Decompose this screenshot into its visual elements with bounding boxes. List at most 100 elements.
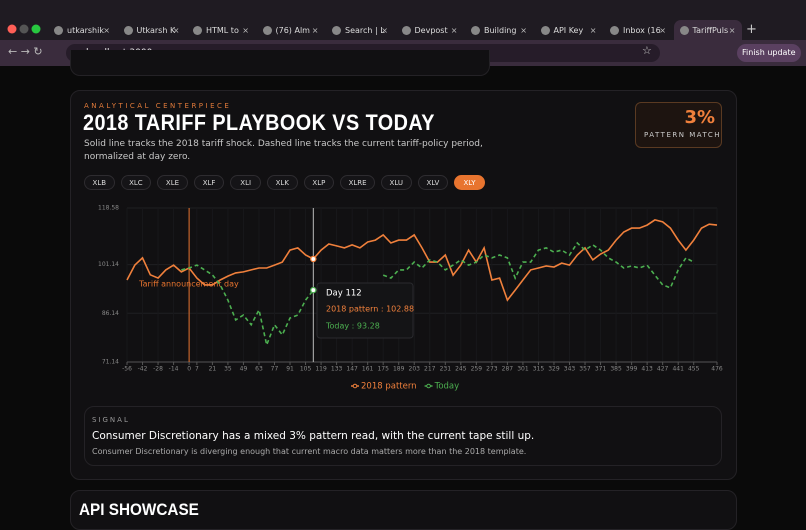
hover-point	[310, 255, 317, 263]
tab[interactable]: Inbox (16 ×	[604, 20, 672, 40]
sector-pill[interactable]: XLF	[193, 175, 225, 190]
series-line	[126, 219, 718, 302]
x-tick-label: -56	[122, 366, 132, 373]
x-tick-label: 133	[331, 366, 343, 373]
y-tick-label: 118.58	[98, 205, 119, 212]
legend-label: 2018 pattern	[361, 382, 417, 392]
x-tick-label: 413	[641, 366, 653, 373]
previous-card	[70, 50, 490, 76]
signal-box	[84, 406, 722, 466]
x-tick-label: 329	[548, 366, 560, 373]
x-tick-label: 399	[626, 366, 638, 373]
tab[interactable]: Search | L ×	[326, 20, 394, 40]
card-title: 2018 TARIFF PLAYBOOK VS TODAY	[83, 110, 435, 135]
hover-point	[310, 286, 317, 294]
x-tick-label: 77	[271, 366, 279, 373]
x-tick-label: 287	[502, 366, 514, 373]
tab[interactable]: Devpost ×	[396, 20, 464, 40]
tab[interactable]: Utkarsh K ×	[118, 20, 186, 40]
signal-detail: Consumer Discretionary is diverging enou…	[92, 447, 527, 456]
section-title: API SHOWCASE	[79, 500, 199, 519]
x-tick-label: 203	[409, 366, 421, 373]
tab-title: Utkarsh K	[136, 25, 176, 35]
signal-label: SIGNAL	[92, 416, 130, 424]
x-tick-label: 0	[187, 366, 191, 373]
x-tick-label: 217	[424, 366, 436, 373]
sector-pill[interactable]: XLU	[381, 175, 412, 190]
card-description: Solid line tracks the 2018 tariff shock.…	[84, 139, 483, 162]
tab-title: Devpost	[414, 25, 448, 35]
sector-pill[interactable]: XLK	[267, 175, 298, 190]
legend-label: Today	[434, 382, 460, 392]
x-tick-label: 476	[711, 366, 723, 373]
tooltip-line: Today : 93.28	[325, 322, 380, 331]
x-tick-label: 49	[240, 366, 248, 373]
x-tick-label: 315	[533, 366, 545, 373]
tab[interactable]: Building ×	[465, 20, 533, 40]
sector-pill[interactable]: XLV	[417, 175, 449, 190]
x-tick-label: 91	[286, 366, 294, 373]
sector-pill[interactable]: XLP	[303, 175, 335, 190]
sector-pill[interactable]: XLB	[84, 175, 115, 190]
x-tick-label: 189	[393, 366, 405, 373]
y-tick-label: 101.14	[98, 261, 119, 268]
tab[interactable]: TariffPuls ×	[673, 20, 742, 40]
x-tick-label: 427	[657, 366, 669, 373]
annotation-label: Tariff announcement day	[138, 280, 239, 289]
x-tick-label: 119	[315, 366, 327, 373]
tab[interactable]: utkarshik ×	[48, 20, 116, 40]
eyebrow: ANALYTICAL CENTERPIECE	[84, 102, 232, 110]
x-tick-label: 455	[688, 366, 700, 373]
x-tick-label: 35	[224, 366, 232, 373]
tooltip-line: 2018 pattern : 102.88	[326, 305, 414, 314]
tab[interactable]: API Key ×	[535, 20, 603, 40]
x-tick-label: 63	[255, 366, 263, 373]
tooltip	[316, 282, 414, 339]
legend-dot	[352, 383, 358, 389]
y-tick-label: 71.14	[102, 359, 119, 366]
tooltip-title: Day 112	[326, 289, 362, 299]
x-tick-label: -28	[153, 366, 163, 373]
sector-pill[interactable]: XLY	[454, 175, 485, 190]
y-tick-label: 86.14	[102, 310, 119, 317]
sector-pill[interactable]: XLI	[230, 175, 261, 190]
update-button[interactable]: Finish update	[737, 44, 801, 62]
x-tick-label: 273	[486, 366, 498, 373]
tab[interactable]: (76) Alm ×	[257, 20, 325, 40]
tab-title: utkarshik	[67, 25, 104, 35]
x-tick-label: 21	[209, 366, 217, 373]
x-tick-label: 385	[610, 366, 622, 373]
tab-title: (76) Alm	[275, 25, 310, 35]
nav-buttons[interactable]: ← → ↻	[8, 45, 43, 58]
x-tick-label: 259	[471, 366, 483, 373]
new-tab[interactable]: +	[746, 22, 757, 37]
window-controls	[7, 24, 41, 34]
sector-pill[interactable]: XLE	[157, 175, 188, 190]
tab-title: Inbox (16	[623, 25, 661, 35]
badge	[635, 102, 722, 148]
tab-title: HTML to	[206, 25, 239, 35]
sector-pill[interactable]: XLRE	[340, 175, 375, 190]
badge-value: 3%	[684, 107, 715, 128]
x-tick-label: -42	[138, 366, 148, 373]
signal-headline: Consumer Discretionary has a mixed 3% pa…	[92, 430, 535, 442]
x-tick-label: 175	[377, 366, 389, 373]
bookmark[interactable]: ☆	[642, 44, 652, 57]
tab-title: API Key	[553, 25, 584, 35]
x-tick-label: 245	[455, 366, 467, 373]
x-tick-label: 147	[346, 366, 358, 373]
sector-pill[interactable]: XLC	[120, 175, 152, 190]
legend-dot	[426, 383, 431, 389]
x-tick-label: 441	[672, 366, 684, 373]
x-tick-label: 231	[440, 366, 452, 373]
tab[interactable]: HTML to ×	[187, 20, 255, 40]
x-tick-label: 371	[595, 366, 607, 373]
tab-bar: utkarshik × Utkarsh K × HTML to × (76) Alm × Sea…	[0, 0, 806, 40]
x-tick-label: -14	[169, 366, 179, 373]
x-tick-label: 161	[362, 366, 374, 373]
x-tick-label: 301	[517, 366, 529, 373]
series-line	[181, 241, 695, 348]
badge-label: PATTERN MATCH	[644, 131, 721, 139]
x-tick-label: 343	[564, 366, 576, 373]
